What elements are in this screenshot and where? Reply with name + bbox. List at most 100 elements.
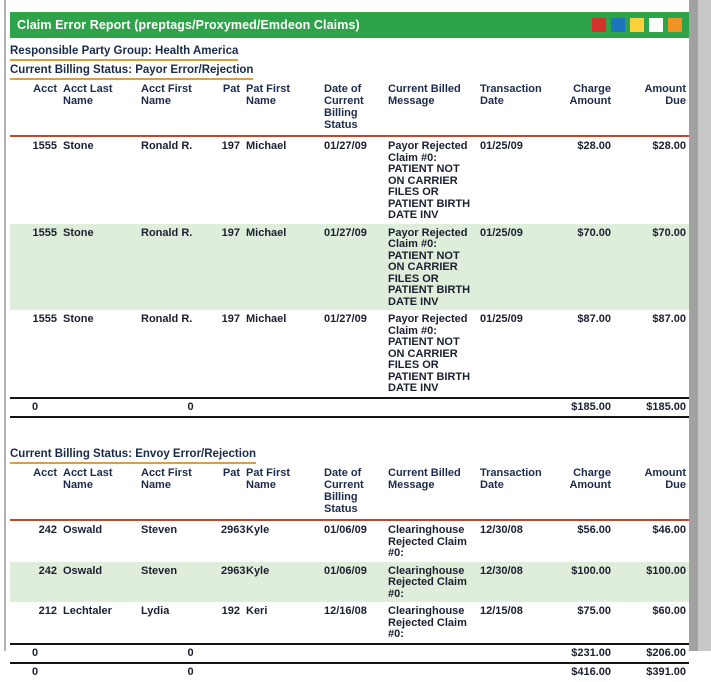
acct-cell: 1555 (32, 313, 57, 325)
col-header-acct-last-name: Acct Last Name (60, 464, 138, 521)
billed-message-cell: Payor Rejected Claim #0: PATIENT NOT ON … (385, 223, 477, 310)
section1-title-line: Current Billing Status: Payor Error/Reje… (10, 61, 689, 80)
totals-charge-amount: $185.00 (559, 396, 614, 418)
totals-charge-amount: $231.00 (559, 642, 614, 663)
amount-due-cell: $70.00 (614, 223, 689, 310)
pat-cell: 197 (221, 140, 240, 152)
acct-cell: 242 (10, 561, 60, 602)
charge-amount-cell: $87.00 (577, 313, 611, 325)
transaction-date-cell: 01/25/09 (480, 140, 523, 152)
responsible-party-group: Responsible Party Group: Health America (10, 44, 239, 61)
charge-amount-cell: $70.00 (559, 223, 614, 310)
totals-acct-count: 0 (10, 396, 60, 418)
billed-message-cell: Payor Rejected Claim #0: PATIENT NOT ON … (388, 140, 471, 221)
col-header-charge-amount: Charge Amount (559, 80, 614, 137)
table-header-row: Acct Acct Last Name Acct First Name Pat … (10, 80, 689, 137)
acct-last-cell: Stone (60, 223, 138, 310)
pat-cell: 197 (218, 223, 243, 310)
grand-totals-amount-due: $391.00 (614, 662, 689, 682)
col-header-transaction-date: Transaction Date (477, 80, 559, 137)
transaction-date-cell: 12/15/08 (480, 605, 523, 617)
acct-first-cell: Lydia (141, 605, 170, 617)
col-header-acct: Acct (10, 464, 60, 521)
report-title-bar: Claim Error Report (preptags/Proxymed/Em… (10, 12, 689, 38)
totals-amount-due: $185.00 (614, 396, 689, 418)
pat-cell: 2963 (221, 524, 246, 536)
col-header-amount-due: Amount Due (614, 80, 689, 137)
acct-first-cell: Ronald R. (141, 140, 193, 152)
totals-amount-due: $206.00 (614, 642, 689, 663)
charge-amount-cell: $56.00 (577, 524, 611, 536)
col-header-acct: Acct (10, 80, 60, 137)
col-header-acct-last-name: Acct Last Name (60, 80, 138, 137)
red-square-icon (592, 18, 606, 32)
report-title: Claim Error Report (preptags/Proxymed/Em… (17, 18, 360, 32)
pat-cell: 197 (221, 313, 240, 325)
transaction-date-cell: 01/25/09 (480, 313, 523, 325)
orange-square-icon (668, 18, 682, 32)
acct-cell: 1555 (32, 140, 57, 152)
pat-cell: 192 (221, 605, 240, 617)
acct-last-cell: Oswald (63, 524, 103, 536)
col-header-transaction-date: Transaction Date (477, 464, 559, 521)
billed-message-cell: Clearinghouse Rejected Claim #0: (388, 524, 467, 559)
pat-first-cell: Michael (246, 313, 287, 325)
transaction-date-cell: 12/30/08 (477, 561, 559, 602)
charge-amount-cell: $100.00 (559, 561, 614, 602)
status-date-cell: 01/06/09 (324, 524, 367, 536)
claim-row: 1555 Stone Ronald R. 197 Michael 01/27/0… (10, 136, 689, 224)
acct-cell: 242 (38, 524, 57, 536)
white-square-icon (649, 18, 663, 32)
col-header-billed-message: Current Billed Message (385, 464, 477, 521)
amount-due-cell: $46.00 (652, 524, 686, 536)
col-header-pat-first-name: Pat First Name (243, 464, 321, 521)
pat-first-cell: Kyle (246, 524, 270, 536)
totals-acct-count: 0 (10, 642, 60, 663)
col-header-status-date: Date of Current Billing Status (321, 464, 385, 521)
billed-message-cell: Clearinghouse Rejected Claim #0: (388, 605, 467, 640)
section-totals-row: 0 0 $185.00 $185.00 (10, 396, 689, 418)
status-date-cell: 12/16/08 (324, 605, 367, 617)
col-header-amount-due: Amount Due (614, 464, 689, 521)
section2-title-line: Current Billing Status: Envoy Error/Reje… (10, 445, 689, 464)
grand-totals-pat-count: 0 (138, 662, 243, 682)
pat-first-cell: Keri (246, 605, 268, 617)
claim-row: 1555 Stone Ronald R. 197 Michael 01/27/0… (10, 223, 689, 310)
blue-square-icon (611, 18, 625, 32)
claim-row: 1555 Stone Ronald R. 197 Michael 01/27/0… (10, 310, 689, 398)
acct-last-cell: Oswald (60, 561, 138, 602)
col-header-acct-first-name: Acct First Name (138, 80, 218, 137)
acct-first-cell: Ronald R. (141, 313, 193, 325)
totals-pat-count: 0 (138, 396, 243, 418)
amount-due-cell: $28.00 (652, 140, 686, 152)
col-header-charge-amount: Charge Amount (559, 464, 614, 521)
claim-row: 212 Lechtaler Lydia 192 Keri 12/16/08 Cl… (10, 602, 689, 644)
claim-row: 242 Oswald Steven 2963 Kyle 01/06/09 Cle… (10, 520, 689, 562)
acct-first-cell: Steven (141, 524, 178, 536)
acct-last-cell: Stone (63, 313, 94, 325)
col-header-pat-first-name: Pat First Name (243, 80, 321, 137)
transaction-date-cell: 01/25/09 (477, 223, 559, 310)
section2-billing-status-title: Current Billing Status: Envoy Error/Reje… (10, 447, 257, 464)
section1-billing-status-title: Current Billing Status: Payor Error/Reje… (10, 63, 254, 80)
page-right-margin (698, 0, 711, 651)
yellow-square-icon (630, 18, 644, 32)
status-date-cell: 01/06/09 (321, 561, 385, 602)
charge-amount-cell: $75.00 (577, 605, 611, 617)
titlebar-color-squares (592, 18, 682, 32)
acct-last-cell: Stone (63, 140, 94, 152)
amount-due-cell: $60.00 (652, 605, 686, 617)
col-header-pat: Pat (218, 80, 243, 137)
report-page: Claim Error Report (preptags/Proxymed/Em… (10, 12, 689, 682)
pat-first-cell: Michael (243, 223, 321, 310)
page-left-border (4, 0, 6, 651)
status-date-cell: 01/27/09 (324, 140, 367, 152)
acct-cell: 212 (38, 605, 57, 617)
pat-first-cell: Kyle (243, 561, 321, 602)
col-header-acct-first-name: Acct First Name (138, 464, 218, 521)
grand-totals-charge-amount: $416.00 (559, 662, 614, 682)
amount-due-cell: $87.00 (652, 313, 686, 325)
charge-amount-cell: $28.00 (577, 140, 611, 152)
status-date-cell: 01/27/09 (324, 313, 367, 325)
amount-due-cell: $100.00 (614, 561, 689, 602)
